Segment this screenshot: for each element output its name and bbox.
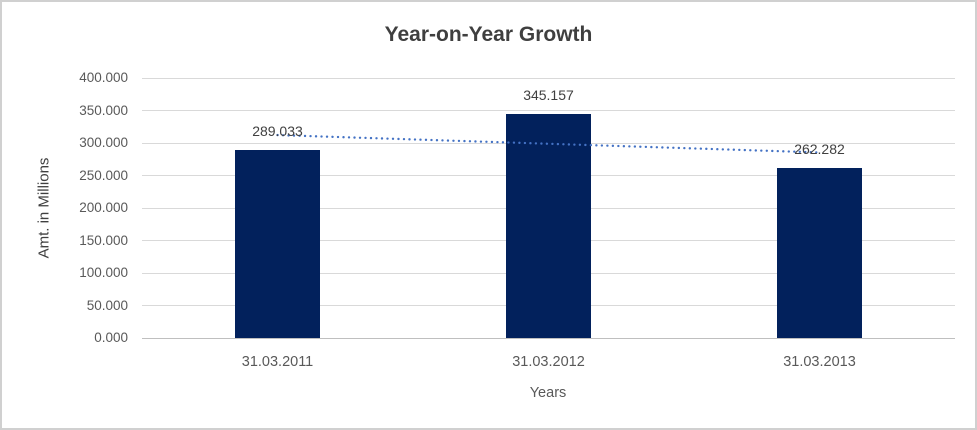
x-tick-label: 31.03.2012 [512,354,585,370]
bar-31.03.2012 [506,113,591,338]
trendline-path [276,133,821,154]
y-axis-title: Amt. in Millions [35,157,53,259]
x-tick-label: 31.03.2013 [783,354,856,370]
bar-31.03.2013 [777,167,862,338]
y-tick-label: 350.000 [79,102,128,118]
trendline [276,133,821,154]
x-axis-line [142,337,955,339]
x-tick-label: 31.03.2011 [241,354,314,370]
chart-title: Year-on-Year Growth [384,23,593,46]
data-label: 345.157 [523,86,574,103]
y-tick-label: 150.000 [79,232,128,248]
data-label: 289.033 [252,123,303,140]
plot-area: 289.033 345.157 262.282 [142,77,955,339]
bar-31.03.2011 [235,150,320,338]
data-label: 262.282 [794,140,845,157]
gridline [142,77,955,79]
y-tick-label: 200.000 [79,200,128,215]
y-tick-label: 50.000 [86,297,128,313]
y-tick-label: 100.000 [79,265,128,280]
y-tick-label: 300.000 [79,135,128,150]
y-tick-label: 400.000 [79,70,128,85]
y-tick-label: 250.000 [79,167,128,183]
gridline [142,110,955,111]
x-axis-title: Years [529,385,567,401]
y-tick-label: 0.000 [94,330,128,345]
